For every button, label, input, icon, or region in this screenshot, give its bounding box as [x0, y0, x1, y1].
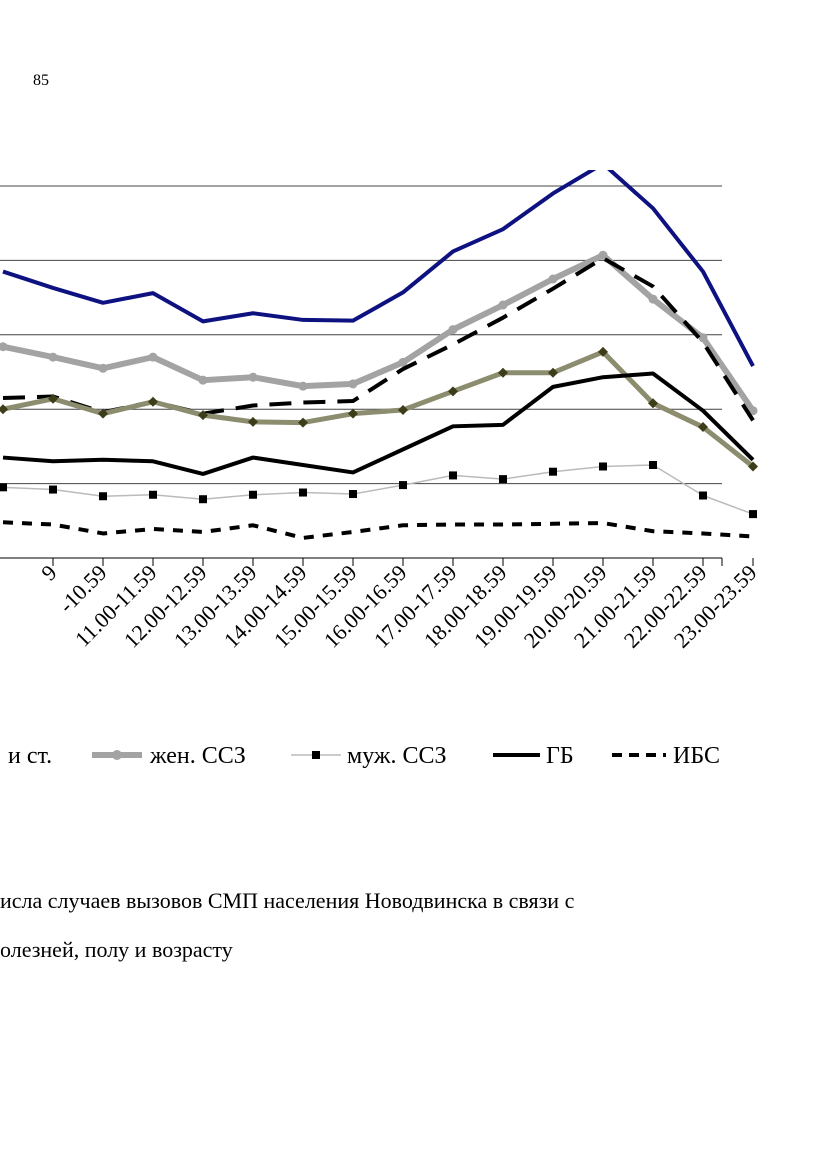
series-group: [0, 170, 758, 540]
data-point: [698, 333, 708, 343]
legend-swatch-marker: [112, 750, 122, 760]
legend-label: ИБС: [673, 743, 720, 769]
legend: и ст. жен. ССЗ муж. ССЗ ГБ ИБС: [8, 743, 720, 769]
data-point: [648, 398, 658, 409]
x-tick-label: 9: [36, 560, 61, 585]
data-point: [98, 408, 108, 419]
series-line-dashed-short: [2, 520, 754, 540]
data-point: [599, 462, 607, 471]
x-axis: 9-10.5911.00-11.5912.00-12.5913.00-13.59…: [0, 557, 762, 653]
data-point: [248, 372, 258, 382]
data-point: [548, 367, 558, 378]
data-point: [749, 510, 757, 519]
data-point: [0, 483, 7, 492]
data-point: [98, 363, 108, 373]
series-lines: [0, 170, 758, 540]
series-line-dashed-long: [2, 256, 755, 422]
data-point: [298, 381, 308, 391]
data-point: [248, 416, 258, 427]
data-point: [748, 461, 758, 472]
data-point: [48, 352, 58, 362]
data-point: [448, 386, 458, 397]
data-point: [198, 375, 208, 385]
data-point: [398, 357, 408, 367]
legend-swatch-marker: [312, 751, 320, 759]
data-point: [198, 410, 208, 421]
data-point: [49, 485, 57, 494]
series-line-gray-circle: [2, 252, 756, 413]
data-point: [299, 488, 307, 497]
data-point: [349, 490, 357, 499]
page-number: 85: [33, 72, 49, 89]
data-point: [348, 379, 358, 389]
data-point: [348, 408, 358, 419]
line-chart: 9-10.5911.00-11.5912.00-12.5913.00-13.59…: [0, 170, 762, 769]
data-point: [399, 481, 407, 490]
data-point: [748, 406, 758, 416]
data-point: [249, 490, 257, 499]
series-line-blue: [2, 170, 755, 367]
data-point: [298, 417, 308, 428]
data-point: [598, 250, 608, 260]
data-point: [499, 475, 507, 484]
data-point: [649, 461, 657, 469]
data-point: [199, 495, 207, 504]
gridlines: [0, 185, 722, 485]
data-point: [598, 346, 608, 357]
data-point: [149, 490, 157, 499]
data-point: [548, 274, 558, 284]
data-point: [148, 352, 158, 362]
figure-caption-line-1: исла случаев вызовов СМП населения Новод…: [0, 888, 575, 913]
data-point: [549, 467, 557, 476]
legend-label: и ст.: [8, 743, 52, 769]
data-point: [498, 300, 508, 310]
data-point: [699, 491, 707, 500]
data-point: [698, 422, 708, 433]
series-line-olive-diamond: [2, 349, 755, 469]
data-point: [99, 492, 107, 501]
series-line-thin-square: [2, 464, 754, 515]
data-point: [498, 367, 508, 378]
figure-caption-line-2: олезней, полу и возрасту: [0, 937, 233, 962]
legend-label: ГБ: [546, 743, 574, 769]
data-point: [448, 325, 458, 335]
data-point: [398, 404, 408, 415]
legend-label: жен. ССЗ: [149, 743, 246, 769]
data-point: [648, 294, 658, 304]
data-point: [449, 471, 457, 480]
series-line-black: [2, 371, 755, 476]
data-point: [0, 404, 8, 415]
legend-label: муж. ССЗ: [347, 743, 447, 769]
data-point: [48, 393, 58, 404]
data-point: [0, 342, 8, 352]
data-point: [148, 396, 158, 407]
